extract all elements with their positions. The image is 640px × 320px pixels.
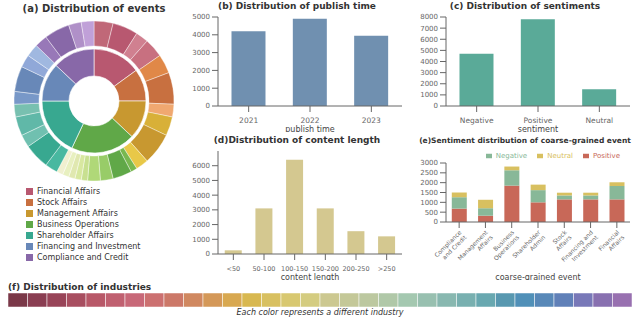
svg-text:3000: 3000 (192, 49, 210, 57)
svg-text:6000: 6000 (420, 36, 438, 44)
svg-text:0: 0 (206, 250, 210, 258)
svg-text:sentiment: sentiment (518, 125, 558, 132)
svg-text:1000: 1000 (420, 91, 438, 99)
svg-text:4000: 4000 (192, 192, 210, 200)
svg-text:7000: 7000 (420, 25, 438, 33)
svg-text:>250: >250 (378, 265, 396, 273)
svg-text:2022: 2022 (300, 116, 319, 125)
svg-text:5000: 5000 (192, 177, 210, 185)
svg-text:500: 500 (425, 209, 438, 217)
svg-text:8000: 8000 (420, 13, 438, 21)
svg-text:5000: 5000 (420, 47, 438, 55)
svg-text:0: 0 (434, 218, 438, 226)
svg-text:100-150: 100-150 (281, 265, 308, 273)
svg-text:1000: 1000 (192, 236, 210, 244)
svg-text:150-200: 150-200 (312, 265, 339, 273)
svg-text:3000: 3000 (420, 69, 438, 77)
svg-text:1000: 1000 (192, 85, 210, 93)
svg-text:4000: 4000 (192, 31, 210, 39)
svg-text:publish time: publish time (285, 125, 335, 132)
svg-text:4000: 4000 (420, 58, 438, 66)
svg-text:2021: 2021 (239, 116, 258, 125)
svg-text:Financing andInvestment: Financing andInvestment (560, 228, 600, 268)
svg-text:0: 0 (206, 102, 210, 110)
svg-text:2023: 2023 (362, 116, 381, 125)
svg-text:3000: 3000 (192, 206, 210, 214)
svg-text:5000: 5000 (192, 13, 210, 21)
svg-text:0: 0 (434, 102, 438, 110)
svg-text:ManagementAffairs: ManagementAffairs (456, 228, 494, 266)
svg-text:2000: 2000 (420, 179, 438, 187)
svg-text:6000: 6000 (192, 162, 210, 170)
svg-text:200-250: 200-250 (342, 265, 369, 273)
svg-text:1500: 1500 (420, 189, 438, 197)
svg-text:Positive: Positive (524, 116, 553, 125)
svg-text:2500: 2500 (420, 169, 438, 177)
svg-text:Neutral: Neutral (585, 116, 613, 125)
svg-text:content length: content length (281, 273, 340, 280)
svg-text:1000: 1000 (420, 199, 438, 207)
svg-text:50-100: 50-100 (252, 265, 275, 273)
svg-text:2000: 2000 (192, 67, 210, 75)
svg-text:2000: 2000 (192, 221, 210, 229)
svg-text:ShareholderAdmin: ShareholderAdmin (511, 228, 547, 264)
svg-text:FinancialAffairs: FinancialAffairs (597, 228, 626, 257)
svg-text:Negative: Negative (460, 116, 494, 125)
svg-text:coarse-grained event: coarse-grained event (495, 273, 580, 280)
svg-text:2000: 2000 (420, 80, 438, 88)
svg-text:3000: 3000 (420, 159, 438, 167)
svg-text:<50: <50 (226, 265, 240, 273)
